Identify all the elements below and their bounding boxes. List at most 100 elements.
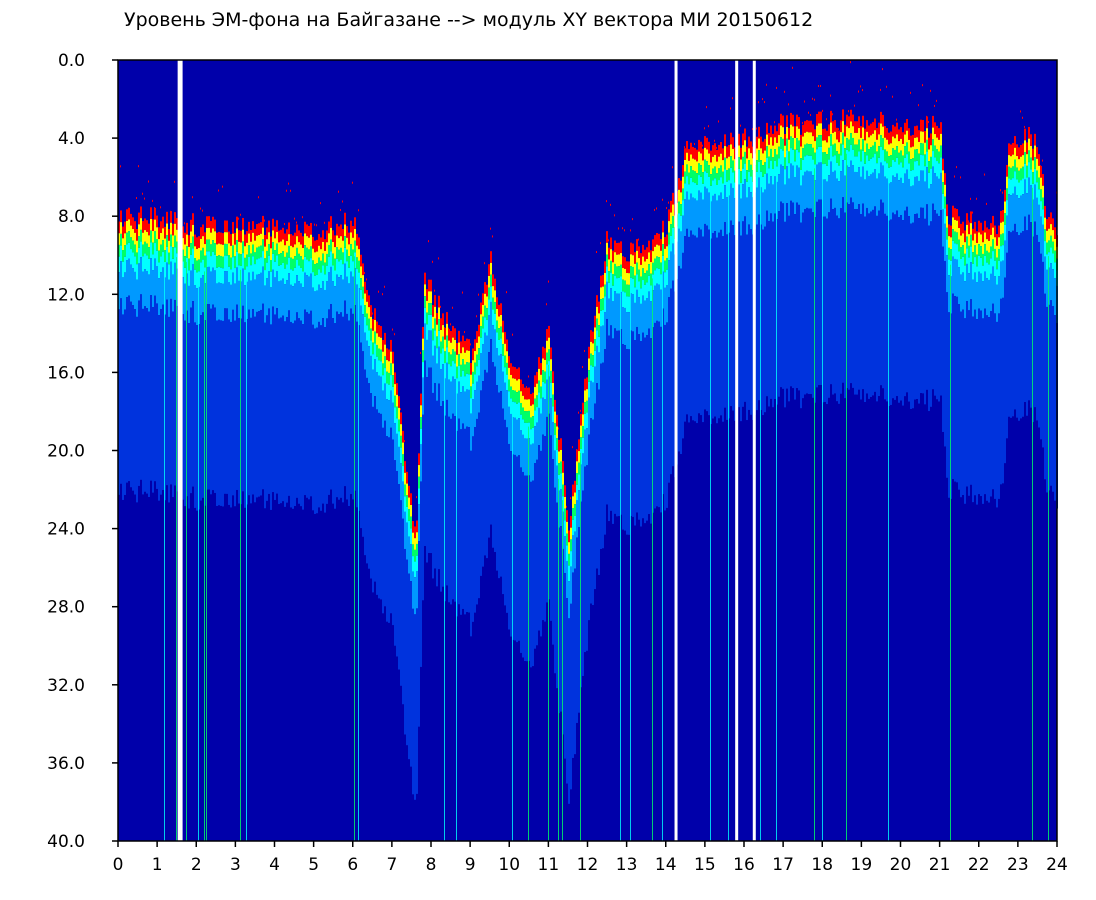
heatmap-cell: [120, 261, 122, 299]
heatmap-cell: [644, 273, 646, 285]
heatmap-cell: [822, 128, 824, 141]
heatmap-cell: [332, 230, 334, 243]
heatmap-cell: [312, 272, 314, 288]
heatmap-cell: [572, 496, 574, 509]
heatmap-cell: [480, 390, 482, 576]
heatmap-cell: [850, 133, 852, 145]
heatmap-cell: [914, 126, 916, 138]
heatmap-cell: [774, 121, 775, 124]
heatmap-cell: [248, 233, 250, 246]
heatmap-cell: [718, 120, 719, 123]
heatmap-cell: [278, 254, 280, 266]
heatmap-cell: [488, 299, 490, 316]
heatmap-cell: [894, 126, 896, 139]
heatmap-column: [184, 222, 186, 507]
heatmap-cell: [598, 389, 600, 575]
heatmap-cell: [592, 355, 594, 367]
heatmap-cell: [478, 293, 479, 296]
heatmap-cell: [452, 306, 453, 309]
heatmap-cell: [956, 166, 957, 169]
heatmap-cell: [510, 363, 512, 375]
heatmap-cell: [984, 244, 986, 256]
heatmap-cell: [990, 223, 992, 235]
heatmap-cell: [932, 203, 934, 390]
heatmap-cell: [464, 331, 465, 334]
heatmap-cell: [882, 138, 884, 151]
heatmap-cell: [174, 247, 176, 263]
heatmap-cell: [524, 387, 526, 400]
heatmap-cell: [856, 144, 858, 157]
heatmap-cell: [914, 137, 916, 150]
heatmap-cell: [698, 175, 700, 191]
heatmap-cell: [144, 253, 146, 270]
heatmap-cell: [218, 189, 219, 192]
heatmap-plot-area: [118, 60, 1058, 842]
heatmap-cell: [626, 284, 628, 297]
heatmap-cell: [770, 148, 772, 161]
heatmap-cell: [222, 256, 224, 269]
heatmap-cell: [944, 223, 946, 261]
heatmap-cell: [994, 313, 996, 499]
heatmap-cell: [376, 321, 378, 334]
heatmap-cell: [784, 184, 786, 222]
heatmap-cell: [1010, 232, 1012, 418]
heatmap-column: [1054, 227, 1056, 501]
heatmap-cell: [636, 289, 638, 327]
heatmap-cell: [1030, 145, 1032, 158]
heatmap-column: [864, 128, 866, 403]
heatmap-cell: [990, 273, 992, 312]
heatmap-cell: [124, 272, 126, 310]
heatmap-cell: [198, 236, 200, 248]
heatmap-cell: [392, 386, 394, 403]
heatmap-cell: [1040, 189, 1042, 202]
heatmap-cell: [802, 175, 804, 213]
heatmap-column: [476, 315, 478, 605]
heatmap-cell: [574, 504, 576, 516]
heatmap-cell: [204, 271, 205, 841]
heatmap-column: [774, 121, 776, 399]
heatmap-cell: [972, 316, 974, 503]
heatmap-cell: [364, 369, 366, 556]
heatmap-column: [968, 220, 970, 496]
heatmap-column: [824, 128, 826, 402]
heatmap-column: [648, 240, 650, 515]
heatmap-cell: [312, 287, 314, 325]
heatmap-cell: [766, 83, 767, 86]
heatmap-column: [272, 218, 274, 493]
heatmap-cell: [662, 232, 664, 245]
heatmap-cell: [366, 377, 368, 564]
y-tick-label: 24.0: [47, 520, 85, 540]
heatmap-cell: [920, 207, 922, 394]
heatmap-cell: [964, 242, 966, 254]
heatmap-cell: [142, 192, 143, 195]
heatmap-cell: [1048, 228, 1050, 241]
heatmap-cell: [496, 320, 498, 333]
heatmap-column: [150, 207, 152, 481]
heatmap-cell: [762, 98, 763, 101]
heatmap-column: [870, 123, 872, 397]
heatmap-cell: [336, 258, 338, 275]
heatmap-cell: [830, 161, 832, 199]
heatmap-cell: [956, 220, 958, 233]
heatmap-column: [920, 119, 922, 394]
heatmap-cell: [490, 274, 492, 287]
heatmap-cell: [552, 422, 554, 460]
heatmap-column: [210, 220, 212, 495]
heatmap-cell: [268, 244, 270, 256]
heatmap-column: [582, 366, 584, 676]
heatmap-cell: [776, 142, 778, 155]
heatmap-cell: [532, 404, 534, 417]
heatmap-column: [394, 333, 396, 646]
heatmap-cell: [722, 183, 724, 200]
heatmap-cell: [680, 231, 682, 269]
heatmap-cell: [650, 301, 652, 339]
heatmap-cell: [572, 446, 573, 449]
heatmap-column: [766, 83, 768, 397]
heatmap-cell: [724, 157, 726, 170]
heatmap-cell: [838, 128, 839, 131]
heatmap-column: [510, 363, 512, 637]
heatmap-cell: [414, 538, 416, 550]
heatmap-cell: [528, 387, 530, 400]
heatmap-cell: [386, 399, 388, 437]
heatmap-cell: [262, 303, 264, 490]
